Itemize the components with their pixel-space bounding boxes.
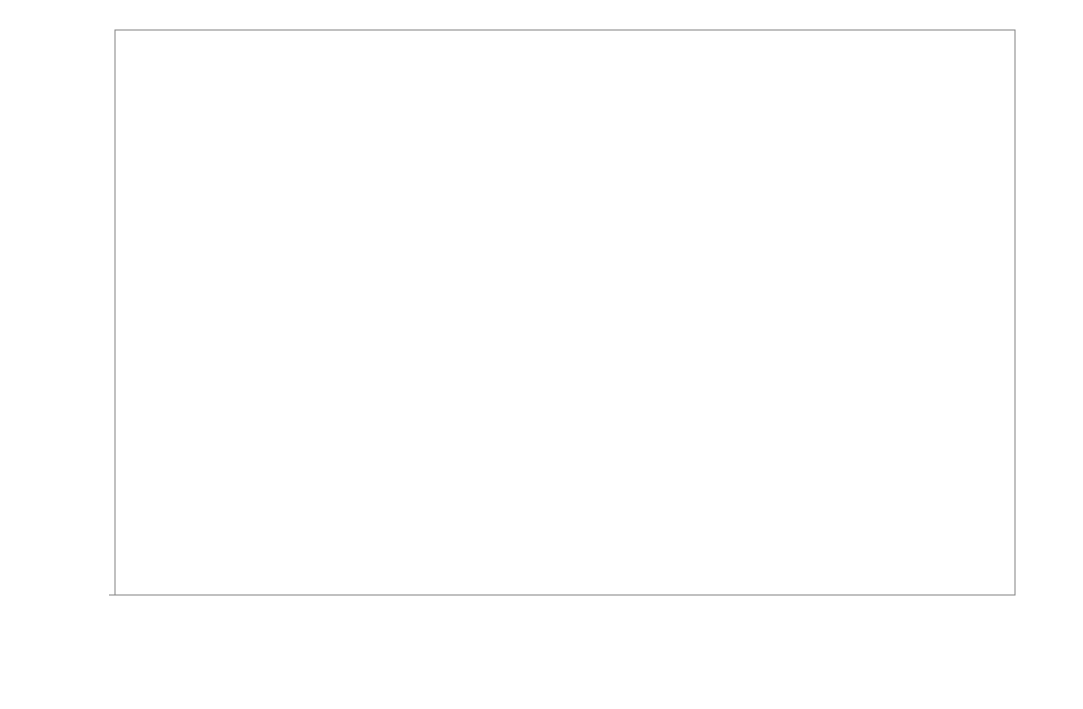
deforestation-chart [0,0,1083,709]
